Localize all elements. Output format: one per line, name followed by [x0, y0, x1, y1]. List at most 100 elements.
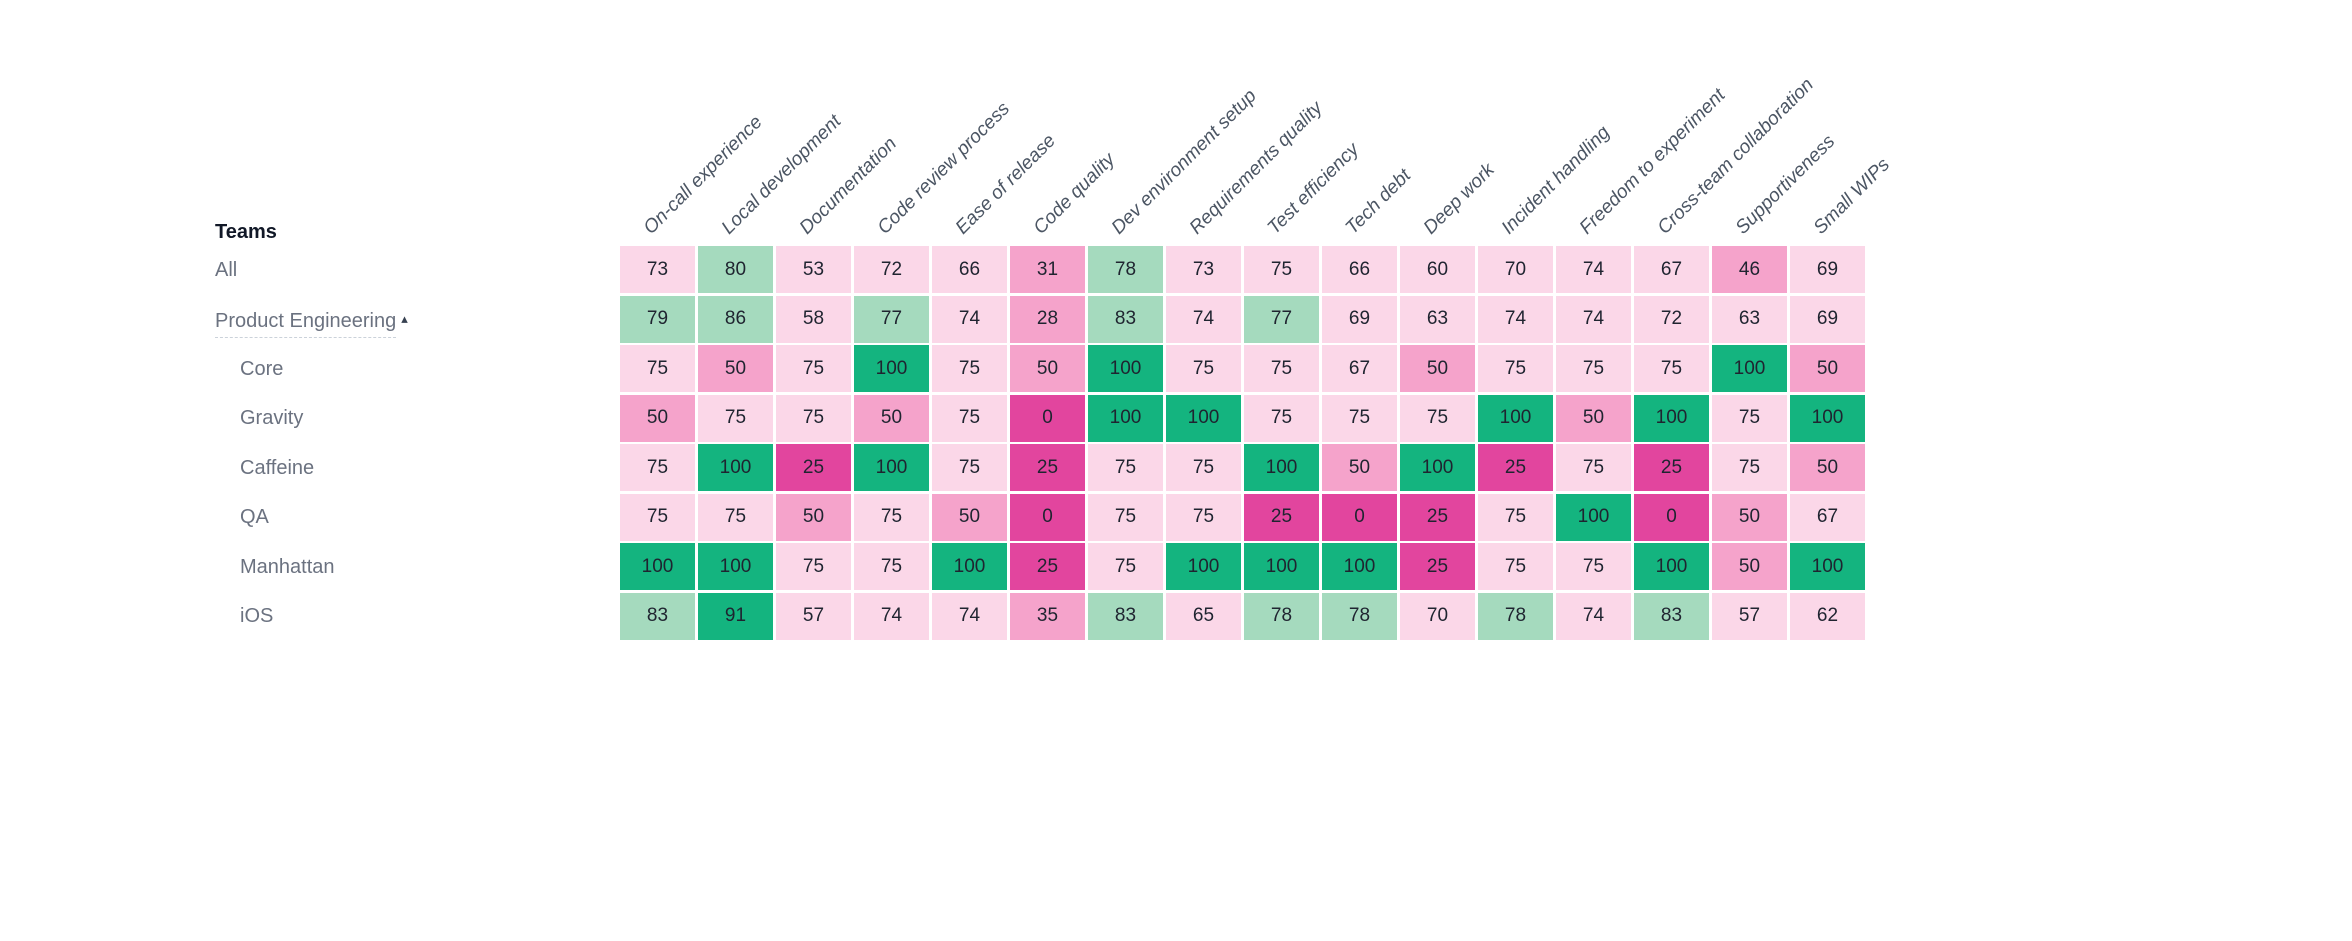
heatmap-cell-gravity-test-efficiency[interactable]: 75 — [1244, 394, 1319, 442]
heatmap-cell-product-engineering-ease-of-release[interactable]: 74 — [932, 295, 1007, 343]
team-row-product-engineering[interactable]: Product Engineering ▴ — [215, 304, 408, 338]
team-row-caffeine[interactable]: Caffeine — [240, 453, 314, 483]
heatmap-cell-ios-cross-team-collaboration[interactable]: 83 — [1634, 592, 1709, 640]
column-header-cross-team-collaboration[interactable]: Cross-team collaboration — [1653, 74, 1818, 239]
heatmap-cell-product-engineering-freedom-to-experiment[interactable]: 74 — [1556, 295, 1631, 343]
heatmap-cell-gravity-ease-of-release[interactable]: 75 — [932, 394, 1007, 442]
heatmap-cell-caffeine-freedom-to-experiment[interactable]: 75 — [1556, 444, 1631, 491]
heatmap-cell-product-engineering-local-development[interactable]: 86 — [698, 295, 773, 343]
heatmap-cell-all-ease-of-release[interactable]: 66 — [932, 246, 1007, 293]
heatmap-cell-qa-documentation[interactable]: 50 — [776, 493, 851, 541]
heatmap-cell-caffeine-supportiveness[interactable]: 75 — [1712, 444, 1787, 491]
heatmap-cell-manhattan-on-call-experience[interactable]: 100 — [620, 543, 695, 590]
heatmap-cell-core-freedom-to-experiment[interactable]: 75 — [1556, 345, 1631, 392]
column-header-tech-debt[interactable]: Tech debt — [1341, 165, 1416, 239]
heatmap-cell-core-local-development[interactable]: 50 — [698, 345, 773, 392]
heatmap-cell-core-on-call-experience[interactable]: 75 — [620, 345, 695, 392]
heatmap-cell-product-engineering-cross-team-collaboration[interactable]: 72 — [1634, 295, 1709, 343]
heatmap-cell-caffeine-local-development[interactable]: 100 — [698, 444, 773, 491]
heatmap-cell-manhattan-small-wips[interactable]: 100 — [1790, 543, 1865, 590]
heatmap-cell-product-engineering-code-review-process[interactable]: 77 — [854, 295, 929, 343]
heatmap-cell-caffeine-deep-work[interactable]: 100 — [1400, 444, 1475, 491]
team-row-ios[interactable]: iOS — [240, 601, 273, 631]
column-header-small-wips[interactable]: Small WIPs — [1809, 154, 1895, 239]
heatmap-cell-ios-supportiveness[interactable]: 57 — [1712, 592, 1787, 640]
heatmap-cell-all-cross-team-collaboration[interactable]: 67 — [1634, 246, 1709, 293]
heatmap-cell-ios-test-efficiency[interactable]: 78 — [1244, 592, 1319, 640]
heatmap-cell-core-requirements-quality[interactable]: 75 — [1166, 345, 1241, 392]
heatmap-cell-qa-tech-debt[interactable]: 0 — [1322, 493, 1397, 541]
heatmap-cell-manhattan-deep-work[interactable]: 25 — [1400, 543, 1475, 590]
heatmap-cell-gravity-cross-team-collaboration[interactable]: 100 — [1634, 394, 1709, 442]
heatmap-cell-all-code-review-process[interactable]: 72 — [854, 246, 929, 293]
column-header-dev-environment-setup[interactable]: Dev environment setup — [1107, 85, 1261, 239]
heatmap-cell-ios-code-review-process[interactable]: 74 — [854, 592, 929, 640]
heatmap-cell-core-code-quality[interactable]: 50 — [1010, 345, 1085, 392]
team-row-label[interactable]: iOS — [240, 605, 274, 627]
column-header-code-review-process[interactable]: Code review process — [873, 98, 1015, 239]
heatmap-cell-product-engineering-documentation[interactable]: 58 — [776, 295, 851, 343]
heatmap-cell-manhattan-incident-handling[interactable]: 75 — [1478, 543, 1553, 590]
heatmap-cell-qa-code-review-process[interactable]: 75 — [854, 493, 929, 541]
heatmap-cell-ios-incident-handling[interactable]: 78 — [1478, 592, 1553, 640]
heatmap-cell-core-deep-work[interactable]: 50 — [1400, 345, 1475, 392]
heatmap-cell-core-dev-environment-setup[interactable]: 100 — [1088, 345, 1163, 392]
heatmap-cell-caffeine-on-call-experience[interactable]: 75 — [620, 444, 695, 491]
heatmap-cell-qa-cross-team-collaboration[interactable]: 0 — [1634, 493, 1709, 541]
heatmap-cell-core-code-review-process[interactable]: 100 — [854, 345, 929, 392]
heatmap-cell-caffeine-small-wips[interactable]: 50 — [1790, 444, 1865, 491]
heatmap-cell-qa-freedom-to-experiment[interactable]: 100 — [1556, 493, 1631, 541]
heatmap-cell-qa-incident-handling[interactable]: 75 — [1478, 493, 1553, 541]
heatmap-cell-caffeine-tech-debt[interactable]: 50 — [1322, 444, 1397, 491]
heatmap-cell-caffeine-dev-environment-setup[interactable]: 75 — [1088, 444, 1163, 491]
team-row-label[interactable]: Gravity — [240, 407, 304, 429]
heatmap-cell-product-engineering-small-wips[interactable]: 69 — [1790, 295, 1865, 343]
heatmap-cell-product-engineering-requirements-quality[interactable]: 74 — [1166, 295, 1241, 343]
heatmap-cell-manhattan-cross-team-collaboration[interactable]: 100 — [1634, 543, 1709, 590]
heatmap-cell-all-deep-work[interactable]: 60 — [1400, 246, 1475, 293]
heatmap-cell-caffeine-test-efficiency[interactable]: 100 — [1244, 444, 1319, 491]
heatmap-cell-manhattan-tech-debt[interactable]: 100 — [1322, 543, 1397, 590]
heatmap-cell-ios-on-call-experience[interactable]: 83 — [620, 592, 695, 640]
team-row-gravity[interactable]: Gravity — [240, 403, 303, 433]
heatmap-cell-caffeine-incident-handling[interactable]: 25 — [1478, 444, 1553, 491]
heatmap-cell-gravity-code-review-process[interactable]: 50 — [854, 394, 929, 442]
heatmap-cell-product-engineering-on-call-experience[interactable]: 79 — [620, 295, 695, 343]
heatmap-cell-all-dev-environment-setup[interactable]: 78 — [1088, 246, 1163, 293]
heatmap-cell-ios-dev-environment-setup[interactable]: 83 — [1088, 592, 1163, 640]
column-header-freedom-to-experiment[interactable]: Freedom to experiment — [1575, 84, 1730, 239]
team-row-all[interactable]: All — [215, 255, 237, 285]
heatmap-cell-ios-requirements-quality[interactable]: 65 — [1166, 592, 1241, 640]
heatmap-cell-gravity-freedom-to-experiment[interactable]: 50 — [1556, 394, 1631, 442]
heatmap-cell-manhattan-test-efficiency[interactable]: 100 — [1244, 543, 1319, 590]
heatmap-cell-qa-small-wips[interactable]: 67 — [1790, 493, 1865, 541]
heatmap-cell-caffeine-documentation[interactable]: 25 — [776, 444, 851, 491]
heatmap-cell-ios-freedom-to-experiment[interactable]: 74 — [1556, 592, 1631, 640]
team-row-label[interactable]: Manhattan — [240, 555, 335, 578]
heatmap-cell-product-engineering-incident-handling[interactable]: 74 — [1478, 295, 1553, 343]
heatmap-cell-product-engineering-tech-debt[interactable]: 69 — [1322, 295, 1397, 343]
heatmap-cell-ios-deep-work[interactable]: 70 — [1400, 592, 1475, 640]
heatmap-cell-all-requirements-quality[interactable]: 73 — [1166, 246, 1241, 293]
column-header-requirements-quality[interactable]: Requirements quality — [1185, 97, 1327, 239]
heatmap-cell-core-small-wips[interactable]: 50 — [1790, 345, 1865, 392]
heatmap-cell-all-test-efficiency[interactable]: 75 — [1244, 246, 1319, 293]
heatmap-cell-all-tech-debt[interactable]: 66 — [1322, 246, 1397, 293]
team-row-label[interactable]: Product Engineering — [215, 306, 397, 338]
team-row-label[interactable]: All — [215, 258, 238, 281]
team-row-label[interactable]: Caffeine — [240, 456, 315, 479]
heatmap-cell-all-documentation[interactable]: 53 — [776, 246, 851, 293]
team-row-qa[interactable]: QA — [240, 502, 269, 532]
heatmap-cell-manhattan-local-development[interactable]: 100 — [698, 543, 773, 590]
heatmap-cell-manhattan-supportiveness[interactable]: 50 — [1712, 543, 1787, 590]
heatmap-cell-gravity-requirements-quality[interactable]: 100 — [1166, 394, 1241, 442]
heatmap-cell-gravity-local-development[interactable]: 75 — [698, 394, 773, 442]
heatmap-cell-caffeine-cross-team-collaboration[interactable]: 25 — [1634, 444, 1709, 491]
heatmap-cell-gravity-small-wips[interactable]: 100 — [1790, 394, 1865, 442]
heatmap-cell-gravity-code-quality[interactable]: 0 — [1010, 394, 1085, 442]
heatmap-cell-manhattan-code-review-process[interactable]: 75 — [854, 543, 929, 590]
team-row-label[interactable]: QA — [240, 506, 269, 528]
heatmap-cell-qa-requirements-quality[interactable]: 75 — [1166, 493, 1241, 541]
team-row-manhattan[interactable]: Manhattan — [240, 552, 335, 582]
heatmap-cell-qa-on-call-experience[interactable]: 75 — [620, 493, 695, 541]
